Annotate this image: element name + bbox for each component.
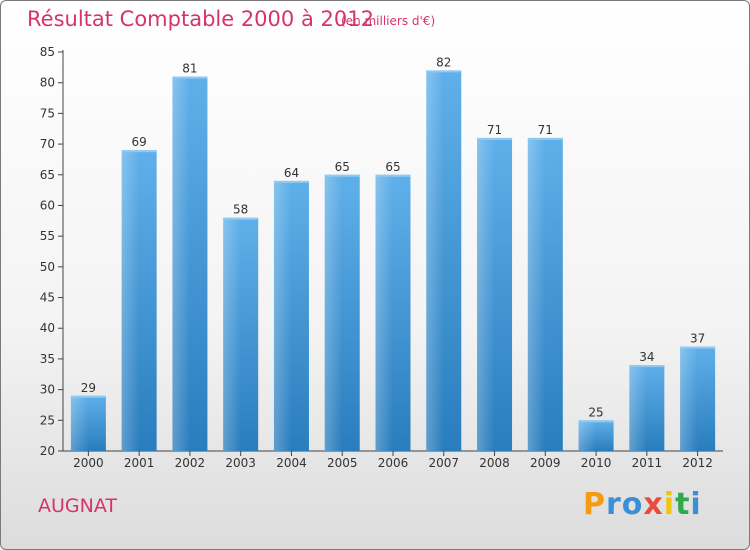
x-tick-label: 2012	[682, 456, 713, 470]
bar-top-edge	[223, 217, 259, 220]
bar-top-edge	[121, 150, 157, 153]
logo-letter: P	[583, 487, 606, 522]
bar-top-edge	[527, 137, 563, 140]
x-tick-label: 2000	[73, 456, 104, 470]
logo-letter: o	[621, 487, 644, 522]
bar-value-label: 65	[385, 160, 400, 174]
y-tick-label: 70	[40, 137, 55, 151]
bar-value-label: 37	[690, 332, 705, 346]
bar-highlight	[172, 76, 190, 452]
x-tick-label: 2010	[581, 456, 612, 470]
y-tick-label: 30	[40, 383, 55, 397]
bar-highlight	[477, 137, 495, 451]
y-tick-label: 50	[40, 260, 55, 274]
proxiti-logo[interactable]: Proxiti	[583, 487, 702, 522]
y-tick-label: 35	[40, 352, 55, 366]
y-tick-label: 20	[40, 444, 55, 458]
y-tick-label: 60	[40, 198, 55, 212]
bar-value-label: 64	[284, 166, 299, 180]
city-name: AUGNAT	[38, 495, 117, 517]
bar-value-label: 81	[182, 62, 197, 76]
x-tick-label: 2009	[530, 456, 561, 470]
bar-top-edge	[375, 174, 411, 177]
y-tick-label: 85	[40, 45, 55, 59]
y-tick-label: 55	[40, 229, 55, 243]
bar-highlight	[273, 180, 292, 451]
bar-top-edge	[324, 174, 360, 177]
bar-highlight	[375, 174, 393, 451]
bar-highlight	[527, 137, 546, 451]
chart-title: Résultat Comptable 2000 à 2012	[27, 7, 374, 31]
y-tick-label: 25	[40, 413, 55, 427]
bar-value-label: 29	[81, 381, 96, 395]
y-tick-label: 65	[40, 168, 55, 182]
bar-value-label: 65	[335, 160, 350, 174]
x-tick-label: 2008	[479, 456, 510, 470]
bar-highlight	[426, 70, 444, 452]
logo-letter: i	[690, 487, 702, 522]
bar-value-label: 34	[639, 350, 654, 364]
bar-highlight	[680, 346, 698, 451]
logo-letter: i	[663, 487, 676, 522]
x-tick-label: 2005	[327, 456, 358, 470]
x-tick-label: 2003	[225, 456, 256, 470]
bar-top-edge	[172, 76, 208, 79]
bar-top-edge	[477, 137, 513, 140]
y-tick-label: 75	[40, 106, 55, 120]
bar-highlight	[629, 365, 647, 451]
bar-value-label: 82	[436, 55, 451, 69]
logo-letter: t	[675, 487, 691, 522]
chart-subtitle: (en milliers d'€)	[341, 14, 436, 28]
bar-highlight	[578, 420, 597, 451]
x-tick-label: 2011	[632, 456, 663, 470]
logo-letter: r	[606, 487, 622, 522]
bar-highlight	[121, 150, 140, 451]
bar-value-label: 71	[487, 123, 502, 137]
bar-value-label: 58	[233, 203, 248, 217]
bar-value-label: 71	[538, 123, 553, 137]
bar-top-edge	[426, 70, 462, 73]
bar-value-label: 69	[132, 135, 147, 149]
bar-highlight	[324, 174, 343, 451]
bar-top-edge	[578, 420, 614, 423]
x-tick-label: 2006	[378, 456, 409, 470]
x-tick-label: 2001	[124, 456, 155, 470]
bar-top-edge	[680, 346, 716, 349]
bar-top-edge	[629, 365, 665, 368]
y-tick-label: 80	[40, 76, 55, 90]
x-tick-label: 2007	[428, 456, 459, 470]
bar-value-label: 25	[588, 405, 603, 419]
logo-letter: x	[643, 487, 664, 522]
x-tick-label: 2004	[276, 456, 307, 470]
y-tick-label: 45	[40, 291, 55, 305]
bar-highlight	[70, 395, 89, 451]
x-tick-label: 2002	[175, 456, 206, 470]
bar-top-edge	[70, 395, 106, 398]
y-tick-label: 40	[40, 321, 55, 335]
bar-highlight	[223, 217, 241, 451]
bar-top-edge	[273, 180, 309, 183]
